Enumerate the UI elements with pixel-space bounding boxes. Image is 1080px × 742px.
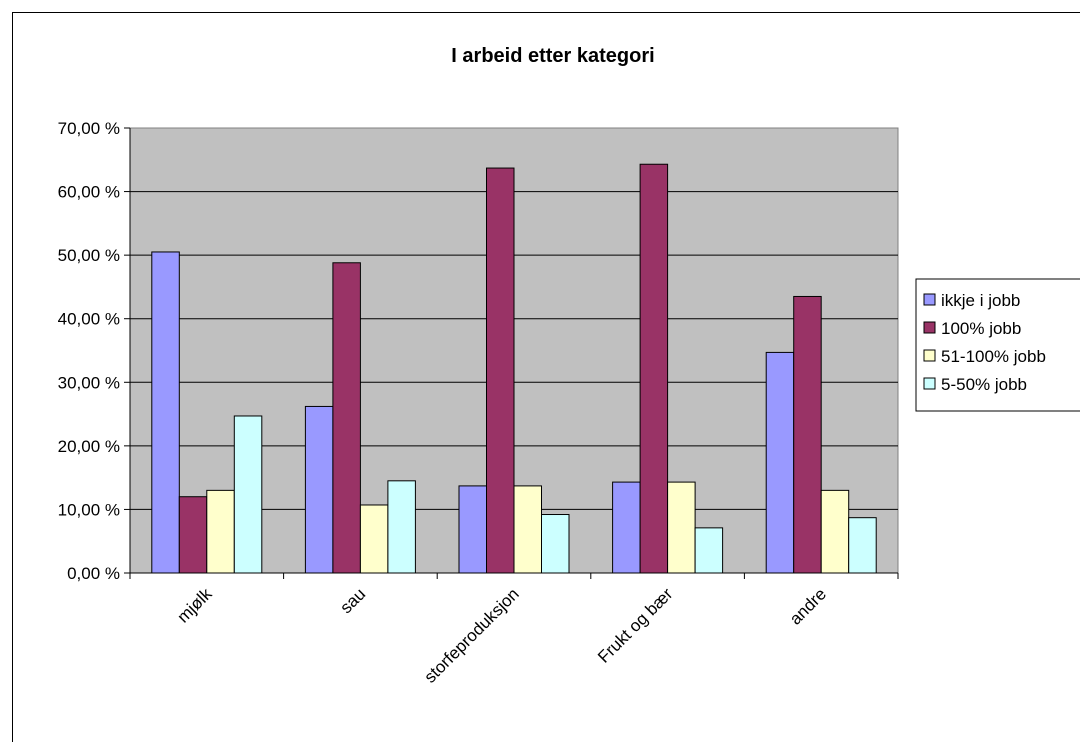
bar [458,485,487,574]
legend: ikkje i jobb 100% jobb 51-100% jobb 5-50% j… [915,278,1080,412]
y-tick-label: 0,00 % [67,564,120,583]
bar [151,251,180,574]
bar [359,504,389,574]
bar [541,514,570,574]
y-tick-label: 70,00 % [58,119,120,138]
bar [332,262,361,574]
bar [639,163,669,574]
bar [612,481,641,574]
bar [387,480,416,574]
y-tick-label: 40,00 % [58,310,120,329]
legend-label: 100% jobb [941,319,1021,338]
bar [765,351,795,574]
bar [513,485,542,574]
legend-label: 5-50% jobb [941,375,1027,394]
plot-area: 0,00 % 10,00 % 20,00 % 30,00 % 40,00 % 50,00 … [58,119,899,687]
legend-swatch [923,349,936,362]
category-label: sau [336,584,369,617]
bar [206,489,235,574]
bar [793,295,822,574]
bar [848,517,877,574]
chart-title: I arbeid etter kategori [451,45,654,67]
category-label: mjølk [173,584,215,626]
legend-swatch [923,377,936,390]
legend-label: ikkje i jobb [941,291,1020,310]
legend-swatch [923,293,936,306]
bar [667,481,696,574]
y-tick-label: 10,00 % [58,500,120,519]
bar [304,405,334,574]
y-tick-label: 60,00 % [58,183,120,202]
category-label: storfeproduksjon [421,584,523,686]
bar [820,489,850,574]
legend-label: 51-100% jobb [941,347,1046,366]
chart-frame [12,12,1080,742]
y-tick-label: 20,00 % [58,437,120,456]
y-tick-label: 30,00 % [58,373,120,392]
y-tick-label: 50,00 % [58,246,120,265]
category-label: Frukt og bær [594,584,676,666]
bar [233,415,263,574]
bar [178,496,208,574]
bar [694,527,724,574]
legend-swatch [923,321,936,334]
legend-box [915,278,1080,412]
bar [486,167,515,574]
category-label: andre [786,584,830,628]
